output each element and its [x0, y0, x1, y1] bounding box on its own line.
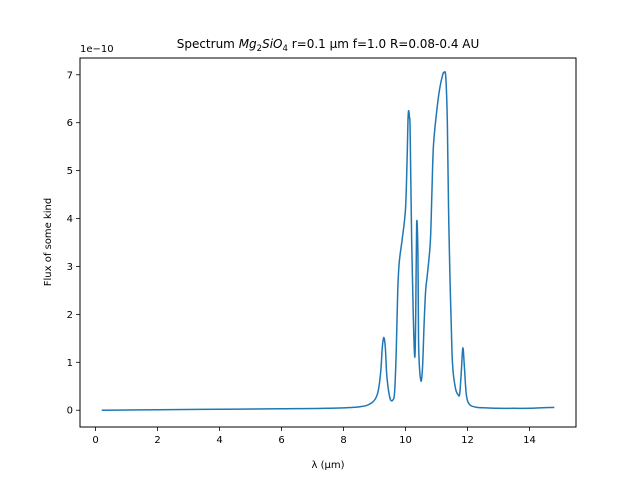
title-prefix: Spectrum: [177, 37, 239, 51]
series-layer: [101, 71, 555, 411]
x-tick-label: 0: [92, 435, 98, 446]
x-tick-label: 4: [216, 435, 222, 446]
title-formula-sub-4: 4: [283, 44, 288, 54]
x-tick-label: 12: [461, 435, 474, 446]
title-formula-sio: SiO: [262, 37, 282, 51]
y-tick-label: 0: [67, 406, 73, 417]
x-tick-label: 14: [523, 435, 536, 446]
x-axis-ticks: 0 2 4 6 8 10 12 14: [92, 427, 536, 446]
title-formula-mg: Mg: [239, 37, 257, 51]
y-axis-label: Flux of some kind: [43, 198, 54, 286]
y-offset-text: 1e−10: [80, 44, 114, 55]
x-axis-label: λ (μm): [311, 460, 344, 471]
title-suffix: r=0.1 μm f=1.0 R=0.08-0.4 AU: [288, 37, 479, 51]
y-axis-ticks: 0 1 2 3 4 5 6 7: [67, 70, 80, 417]
y-tick-label: 1: [67, 358, 73, 369]
chart-title: Spectrum Mg2SiO4 r=0.1 μm f=1.0 R=0.08-0…: [177, 37, 480, 54]
y-tick-label: 3: [67, 262, 73, 273]
axes-frame: [79, 57, 577, 428]
y-tick-label: 4: [67, 214, 73, 225]
y-tick-label: 6: [67, 118, 73, 129]
spectrum-line: [101, 71, 555, 411]
title-formula-sub-2: 2: [257, 44, 262, 54]
y-tick-label: 7: [67, 70, 73, 81]
y-tick-label: 2: [67, 310, 73, 321]
x-tick-label: 8: [340, 435, 346, 446]
x-tick-label: 2: [154, 435, 160, 446]
x-tick-label: 10: [399, 435, 412, 446]
x-tick-label: 6: [278, 435, 284, 446]
y-tick-label: 5: [67, 166, 73, 177]
